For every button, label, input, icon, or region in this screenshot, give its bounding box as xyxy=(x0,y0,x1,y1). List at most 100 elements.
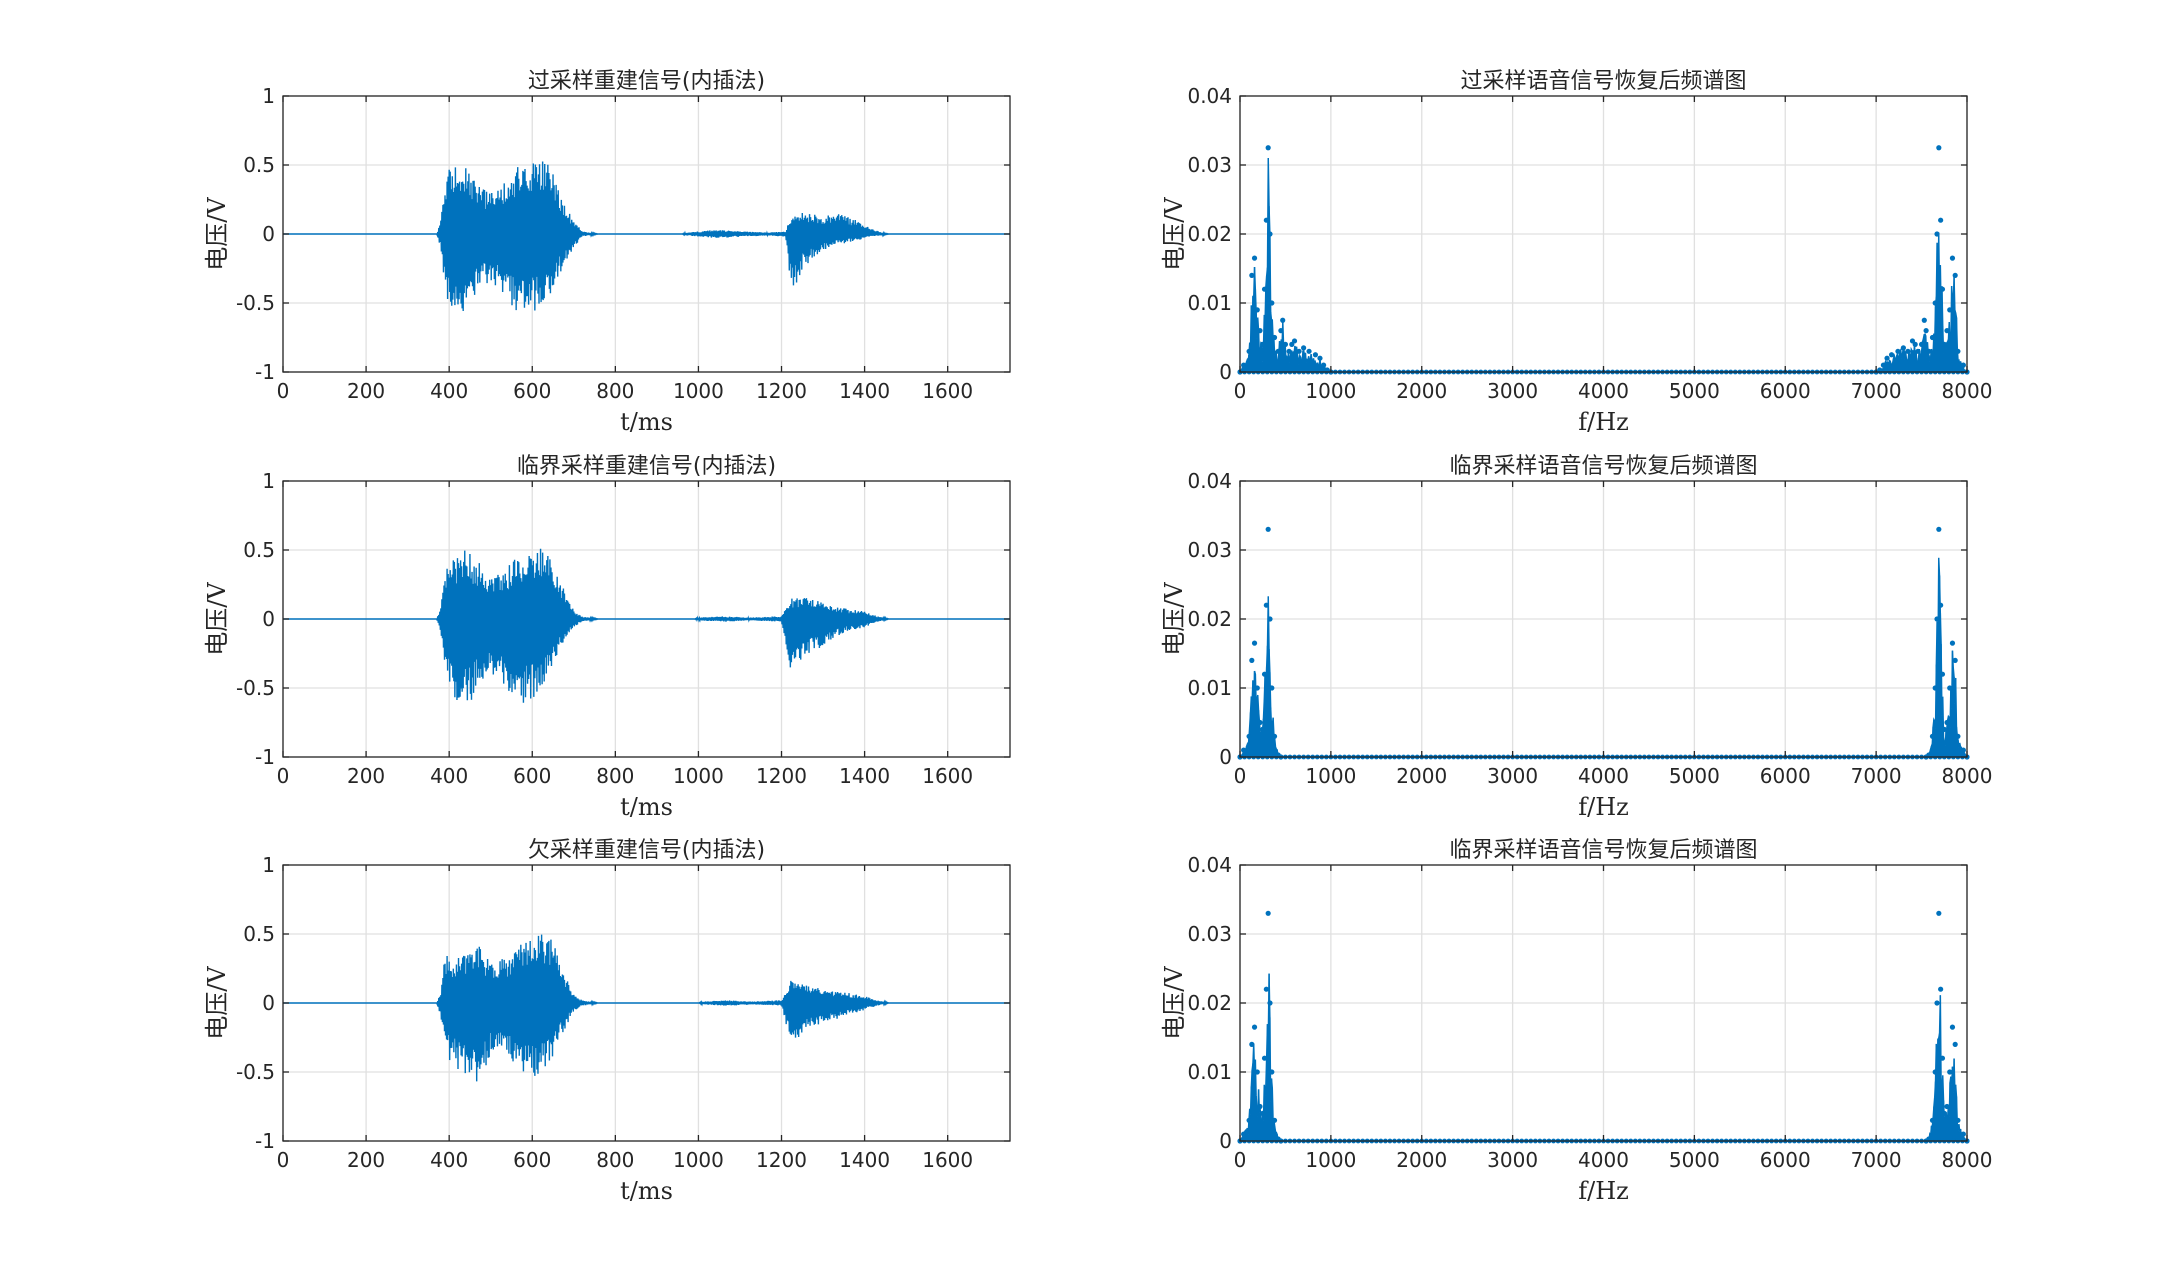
series-trace xyxy=(283,934,1010,1082)
spectrum-marker xyxy=(1246,348,1252,354)
spectrum-marker xyxy=(1260,1110,1266,1116)
y-tick-label: 0 xyxy=(1219,1129,1232,1153)
x-axis-label: f/Hz xyxy=(1578,408,1629,436)
x-axis-label: f/Hz xyxy=(1578,793,1629,821)
spectrum-marker xyxy=(1938,217,1944,223)
spectrum-marker xyxy=(1949,1024,1956,1030)
x-tick-label: 5000 xyxy=(1669,1148,1720,1172)
spectrum-marker xyxy=(1952,1041,1958,1047)
x-tick-label: 3000 xyxy=(1487,1148,1538,1172)
x-tick-label: 0 xyxy=(277,379,290,403)
subplot-title: 过采样重建信号(内插法) xyxy=(528,69,765,94)
spectrum-marker xyxy=(1944,719,1950,726)
spectrum-marker xyxy=(1952,272,1958,278)
x-axis-label: t/ms xyxy=(620,1177,673,1205)
y-tick-label: 0 xyxy=(1219,360,1232,384)
subplot-2: 0 1000 2000 3000 4000 5000 6000 7000 8000 0 0.01 0.… xyxy=(1160,69,1992,436)
spectrum-marker xyxy=(1312,352,1319,358)
x-tick-label: 1000 xyxy=(673,379,724,403)
x-tick-label: 0 xyxy=(1234,1148,1247,1172)
x-tick-label: 400 xyxy=(430,1148,468,1172)
y-tick-label: 0 xyxy=(1219,745,1232,769)
spectrum-marker xyxy=(1249,272,1255,278)
spectrum-marker xyxy=(1938,602,1944,608)
x-tick-label: 7000 xyxy=(1851,1148,1902,1172)
spectrum-marker xyxy=(1947,307,1953,313)
y-tick-label: 1 xyxy=(262,853,275,877)
y-tick-label: 0.01 xyxy=(1187,676,1232,700)
series-trace xyxy=(283,548,1010,703)
x-tick-label: 400 xyxy=(430,379,468,403)
x-tick-label: 1200 xyxy=(756,1148,807,1172)
x-tick-label: 5000 xyxy=(1669,764,1720,788)
spectrum-marker xyxy=(1241,747,1247,753)
y-tick-label: -1 xyxy=(255,745,275,769)
y-tick-label: 0.04 xyxy=(1187,469,1232,493)
spectrum-marker xyxy=(1267,231,1273,237)
y-tick-label: 1 xyxy=(262,469,275,493)
spectrum-marker xyxy=(1271,334,1278,341)
x-tick-label: 400 xyxy=(430,764,468,788)
spectrum-marker xyxy=(1254,307,1260,313)
spectrum-marker xyxy=(1939,286,1946,292)
spectrum-marker xyxy=(1921,317,1927,323)
spectrum-marker xyxy=(1317,355,1323,361)
spectrum-marker xyxy=(1271,1117,1278,1123)
spectrum-marker xyxy=(1934,1000,1940,1006)
y-tick-label: 0.03 xyxy=(1187,538,1232,562)
x-tick-label: 600 xyxy=(513,764,551,788)
spectrum-marker xyxy=(1955,1117,1961,1123)
spectrum-marker xyxy=(1286,348,1292,354)
spectrum-marker xyxy=(1257,719,1263,726)
x-tick-label: 0 xyxy=(277,764,290,788)
spectrum-marker xyxy=(1241,1131,1247,1137)
spectrum-marker xyxy=(1888,352,1895,358)
spectrum-marker xyxy=(1241,362,1247,368)
spectrum-marker xyxy=(1900,345,1906,351)
x-tick-label: 1400 xyxy=(839,764,890,788)
spectrum-marker xyxy=(1263,217,1269,223)
y-axis-label: 电压/V xyxy=(1160,197,1188,271)
spectrum-marker xyxy=(1949,640,1956,646)
spectrum-marker xyxy=(1952,657,1958,664)
y-axis-label: 电压/V xyxy=(203,966,231,1040)
spectrum-marker xyxy=(1895,348,1901,354)
y-tick-label: 0.02 xyxy=(1187,607,1232,631)
series-trace xyxy=(283,161,1010,311)
x-tick-label: 2000 xyxy=(1396,1148,1447,1172)
spectrum-marker xyxy=(1936,526,1942,532)
spectrum-marker xyxy=(1929,733,1936,739)
x-tick-label: 1000 xyxy=(1305,379,1356,403)
x-axis-label: t/ms xyxy=(620,793,673,821)
x-tick-label: 1000 xyxy=(673,764,724,788)
subplot-title: 临界采样语音信号恢复后频谱图 xyxy=(1449,454,1757,479)
x-tick-label: 8000 xyxy=(1942,764,1993,788)
spectrum-marker xyxy=(1280,317,1286,323)
x-tick-label: 1600 xyxy=(922,764,973,788)
spectrum-marker xyxy=(1282,341,1289,347)
spectrum-marker xyxy=(1271,733,1278,739)
x-tick-label: 600 xyxy=(513,379,551,403)
spectrum-marker xyxy=(1254,685,1260,691)
spectrum-marker xyxy=(1263,602,1269,608)
x-tick-label: 1000 xyxy=(1305,764,1356,788)
subplot-6: 0 1000 2000 3000 4000 5000 6000 7000 8000 0 0.01 0.… xyxy=(1160,838,1992,1205)
spectrum-marker xyxy=(1941,341,1947,347)
x-tick-label: 1200 xyxy=(756,764,807,788)
subplot-1: 0 200 400 600 800 1000 1200 1400 1600 -1 -0.5 0 0.5 1… xyxy=(203,69,1011,436)
spectrum-marker xyxy=(1251,1024,1258,1030)
x-tick-label: 1400 xyxy=(839,1148,890,1172)
spectrum-marker xyxy=(1254,1069,1260,1075)
x-tick-label: 200 xyxy=(347,379,385,403)
x-tick-label: 1000 xyxy=(673,1148,724,1172)
subplot-title: 过采样语音信号恢复后频谱图 xyxy=(1460,69,1746,94)
x-tick-label: 6000 xyxy=(1760,1148,1811,1172)
y-tick-label: 1 xyxy=(262,84,275,108)
y-tick-label: -0.5 xyxy=(236,291,275,315)
y-tick-label: 0.02 xyxy=(1187,222,1232,246)
spectrum-marker xyxy=(1261,1055,1268,1061)
spectrum-marker xyxy=(1932,300,1938,306)
spectrum-marker xyxy=(1936,145,1942,151)
spectrum-marker xyxy=(1246,733,1252,739)
